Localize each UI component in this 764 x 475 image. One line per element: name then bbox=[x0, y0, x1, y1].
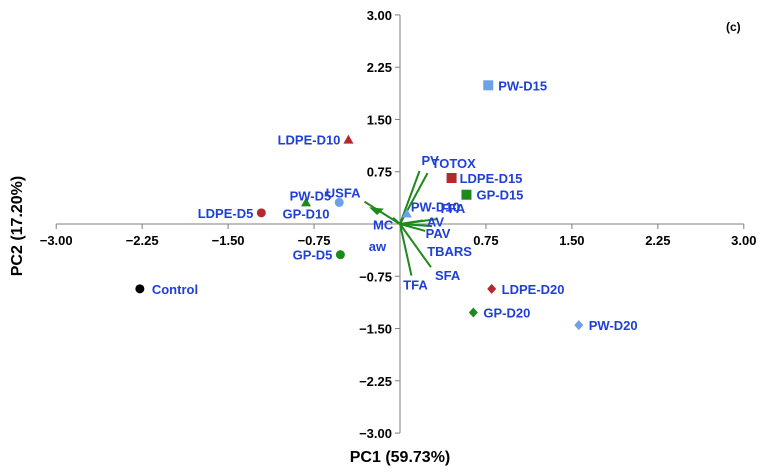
score-marker bbox=[487, 283, 497, 294]
x-tick-label: 2.25 bbox=[645, 233, 670, 248]
x-tick-label: 0.75 bbox=[473, 233, 498, 248]
loading-vector bbox=[399, 218, 437, 225]
x-tick-label: −0.75 bbox=[298, 233, 331, 248]
score-marker bbox=[335, 250, 345, 260]
loading-vector bbox=[399, 223, 432, 268]
loading-label: FFA bbox=[441, 201, 466, 216]
panel-label: (c) bbox=[726, 20, 741, 34]
score-marker bbox=[468, 307, 478, 318]
y-axis-title: PC2 (17.20%) bbox=[9, 176, 26, 277]
loading-vector bbox=[363, 200, 401, 225]
loading-label: MC bbox=[373, 218, 394, 233]
loading-vector bbox=[399, 223, 433, 228]
loading-label: USFA bbox=[326, 186, 361, 201]
score-marker bbox=[401, 208, 412, 218]
y-tick-label: 1.50 bbox=[367, 112, 392, 127]
score-marker bbox=[483, 80, 494, 91]
axes: −3.00 −2.25 −1.50 −0.75 0.75 1.50 2.25 3.00 3.00… bbox=[40, 8, 757, 441]
loading-label: PV bbox=[421, 153, 439, 168]
score-label: LDPE-D20 bbox=[502, 282, 565, 297]
loading-label: PAV bbox=[426, 226, 451, 241]
y-tick-label: 3.00 bbox=[367, 8, 392, 23]
score-label: LDPE-D15 bbox=[460, 171, 523, 186]
score-marker bbox=[461, 189, 472, 200]
y-tick-label: −0.75 bbox=[359, 269, 392, 284]
x-tick-label: 1.50 bbox=[559, 233, 584, 248]
score-label: GP-D15 bbox=[476, 188, 523, 203]
x-tick-label: 3.00 bbox=[731, 233, 756, 248]
loading-label: SFA bbox=[435, 268, 461, 283]
score-label: LDPE-D5 bbox=[198, 206, 254, 221]
score-marker bbox=[135, 284, 145, 294]
score-label: GP-D20 bbox=[483, 306, 530, 321]
loading-vector bbox=[394, 220, 401, 225]
y-tick-label: 0.75 bbox=[367, 165, 392, 180]
score-points bbox=[135, 80, 584, 331]
score-label: GP-D5 bbox=[293, 248, 333, 263]
score-label: PW-D5 bbox=[290, 188, 332, 203]
score-marker bbox=[334, 197, 344, 207]
score-marker bbox=[301, 197, 312, 207]
y-tick-label: −2.25 bbox=[359, 374, 392, 389]
x-tick-label: −1.50 bbox=[212, 233, 245, 248]
x-axis-title: PC1 (59.73%) bbox=[350, 449, 451, 466]
loading-label: aw bbox=[369, 239, 387, 254]
loading-label: TBARS bbox=[427, 244, 472, 259]
loading-label: AV bbox=[427, 215, 444, 230]
loading-label: TOTOX bbox=[432, 156, 477, 171]
score-label: Control bbox=[152, 282, 198, 297]
score-label: PW-D20 bbox=[589, 318, 638, 333]
score-marker bbox=[446, 172, 457, 183]
y-tick-label: −1.50 bbox=[359, 322, 392, 337]
score-label: LDPE-D10 bbox=[278, 133, 341, 148]
score-marker bbox=[574, 320, 584, 331]
loading-vector bbox=[399, 223, 413, 276]
y-tick-label: 2.25 bbox=[367, 60, 392, 75]
score-marker bbox=[256, 208, 266, 218]
x-tick-label: −2.25 bbox=[126, 233, 159, 248]
score-marker bbox=[343, 134, 354, 144]
x-tick-label: −3.00 bbox=[40, 233, 73, 248]
score-label: GP-D10 bbox=[283, 206, 330, 221]
loading-arrowhead bbox=[369, 207, 384, 215]
loading-label: TFA bbox=[403, 278, 428, 293]
y-tick-label: −3.00 bbox=[359, 426, 392, 441]
score-label: PW-D10 bbox=[411, 200, 460, 215]
loading-vector bbox=[399, 223, 426, 232]
score-label: PW-D15 bbox=[498, 78, 547, 93]
